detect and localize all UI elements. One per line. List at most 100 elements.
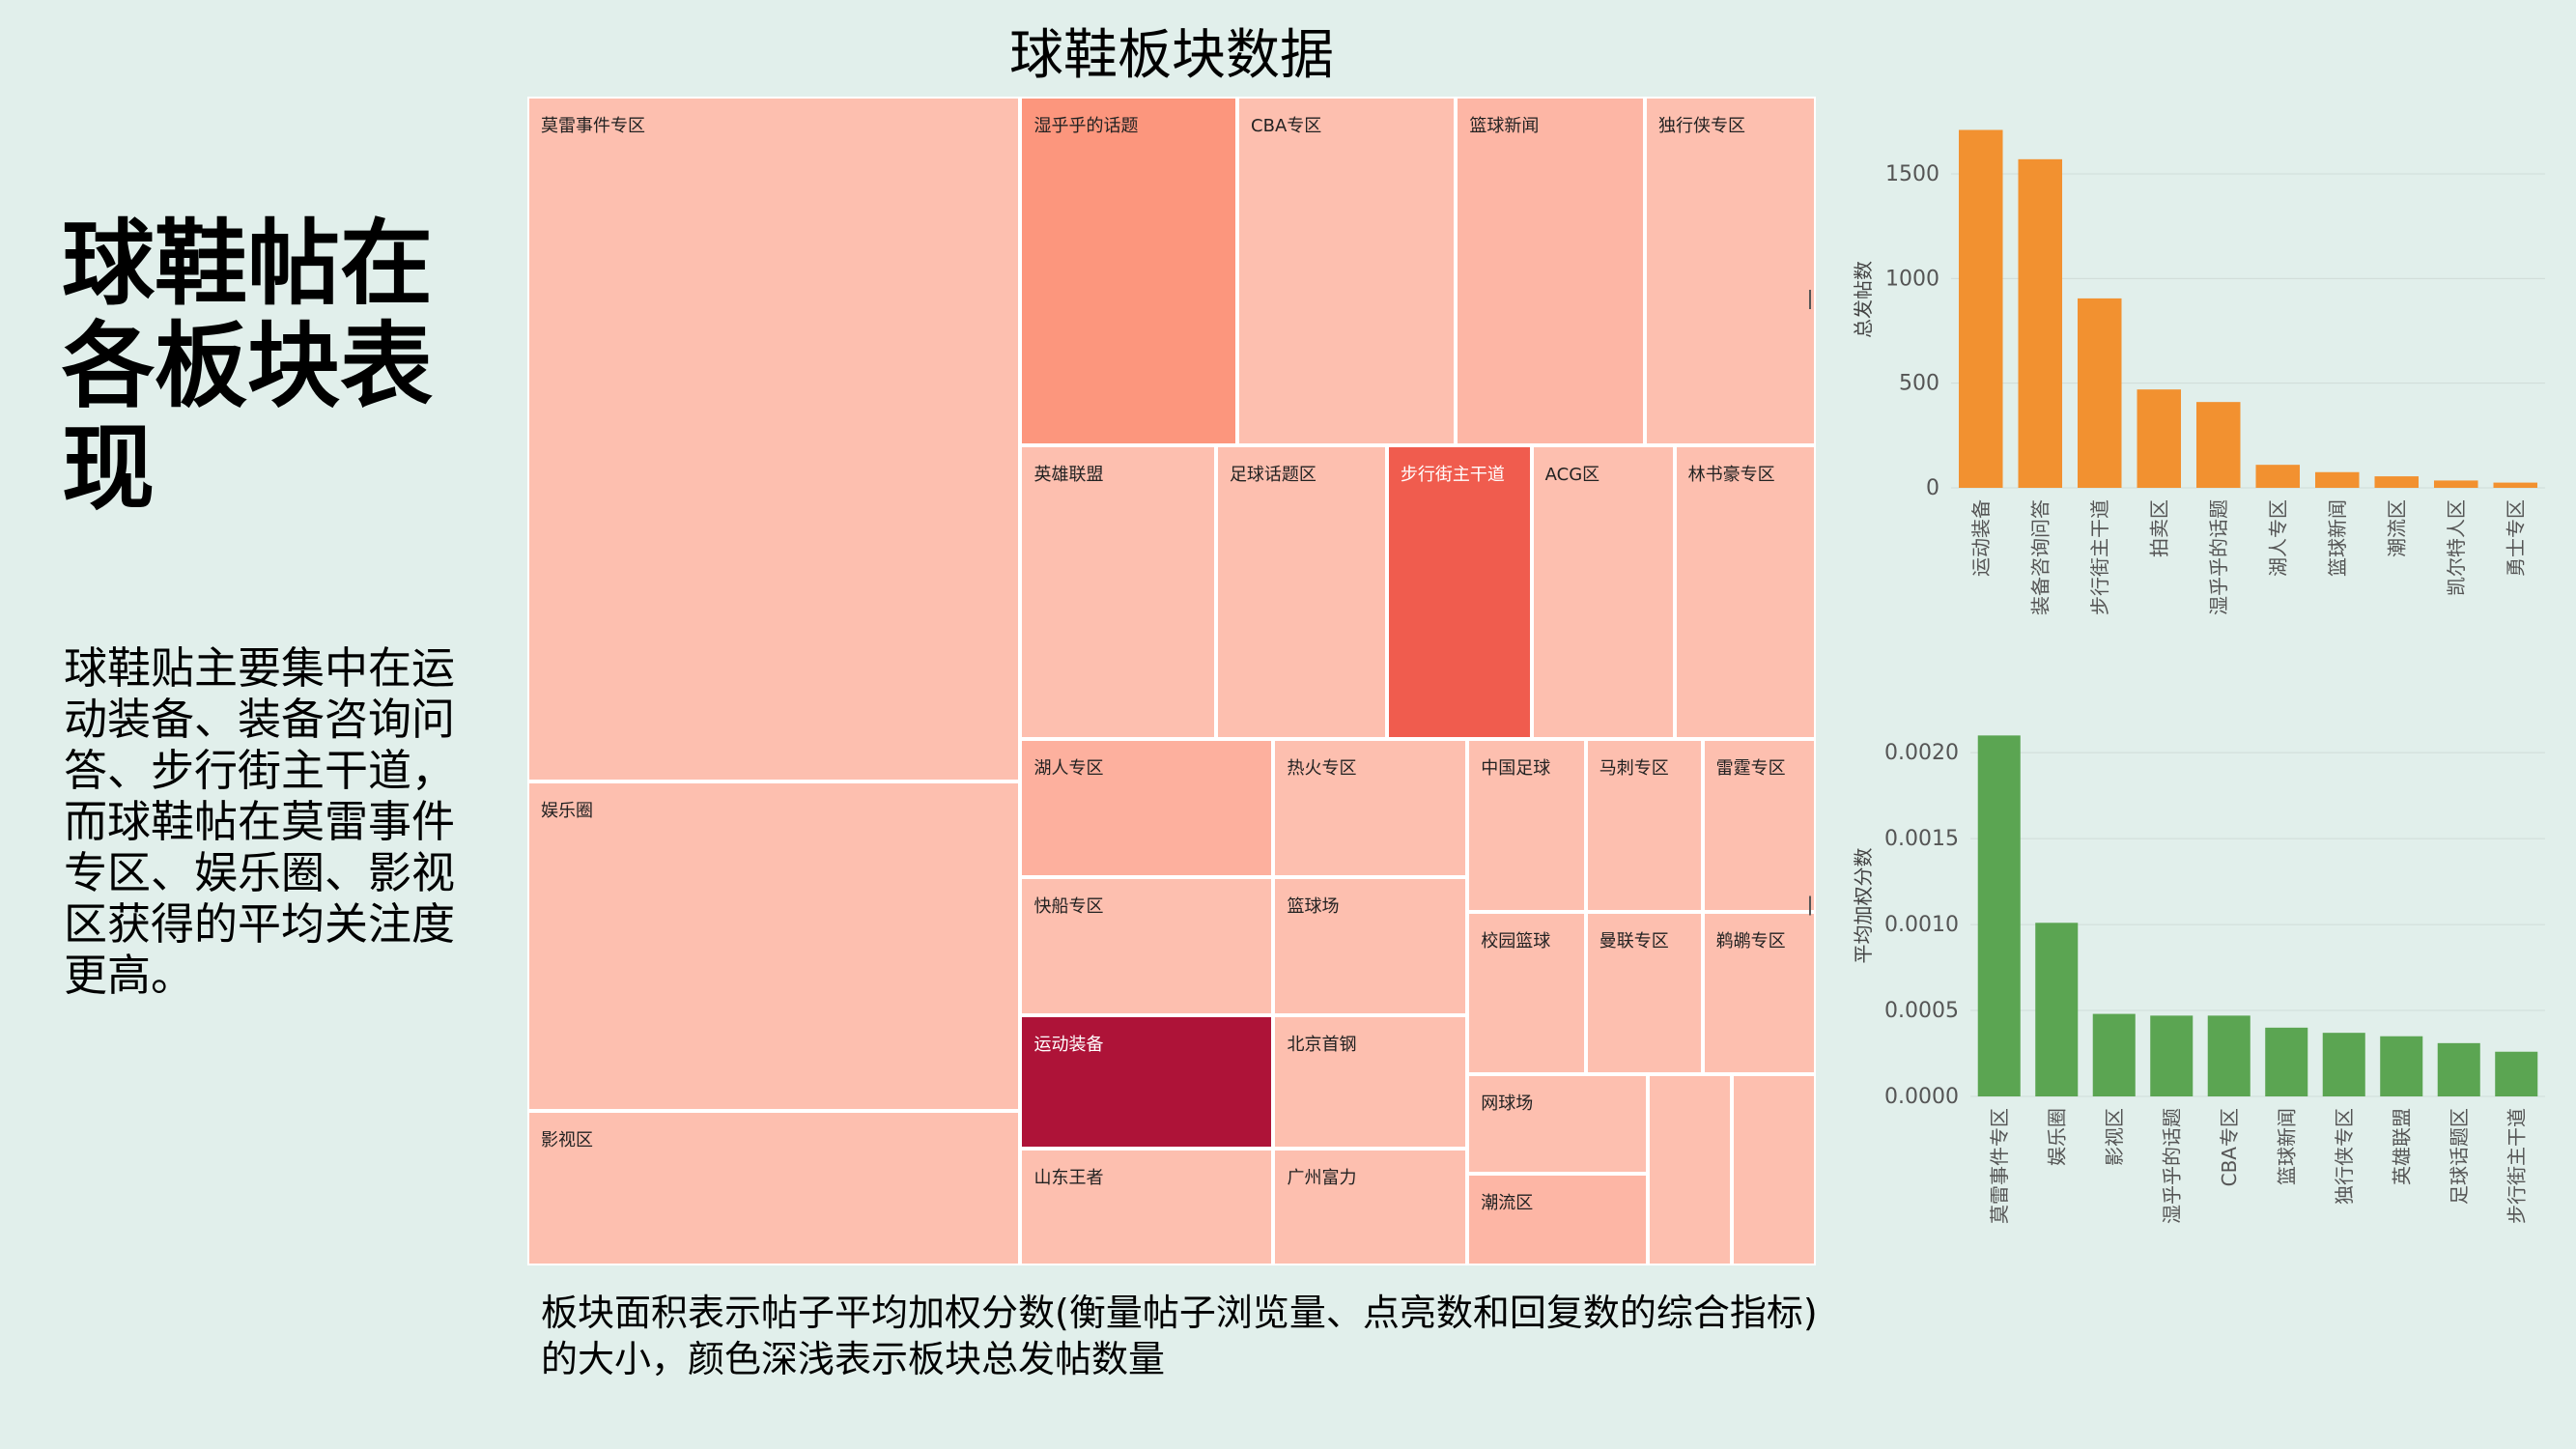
treemap-tile: 足球话题区	[1215, 445, 1387, 739]
treemap-tile-label: 足球话题区	[1229, 465, 1316, 486]
bar	[2035, 923, 2079, 1096]
bar	[2322, 1033, 2365, 1096]
treemap-tile-label: 运动装备	[1033, 1034, 1104, 1055]
y-tick-label: 0.0020	[1884, 741, 1959, 765]
y-axis-label: 平均加权分数	[1852, 848, 1875, 964]
treemap-tile: 运动装备	[1020, 1014, 1274, 1149]
treemap-tile: CBA专区	[1237, 97, 1457, 446]
x-category-label: 潮流区	[2385, 499, 2408, 557]
y-tick-label: 0	[1926, 476, 1939, 500]
treemap-tile-label: 马刺专区	[1599, 757, 1669, 779]
treemap-tile-label: 山东王者	[1033, 1168, 1104, 1188]
treemap-tile: 潮流区	[1467, 1173, 1649, 1265]
treemap-tile: 独行侠专区	[1645, 97, 1816, 446]
treemap-tile-label: 篮球新闻	[1469, 116, 1540, 136]
treemap-tile: 广州富力	[1273, 1149, 1468, 1265]
y-tick-label: 500	[1899, 372, 1939, 396]
x-category-label: 湖人专区	[2266, 499, 2289, 577]
y-tick-label: 1000	[1885, 267, 1939, 291]
x-category-label: 凯尔特人区	[2445, 499, 2468, 596]
treemap-tile-label: 林书豪专区	[1687, 465, 1775, 486]
treemap-tile: 英雄联盟	[1020, 445, 1216, 739]
x-category-label: 影视区	[2103, 1108, 2126, 1166]
treemap-tile: 校园篮球	[1467, 911, 1586, 1075]
y-tick-label: 0.0015	[1884, 827, 1959, 851]
treemap-title: 球鞋板块数据	[1009, 24, 1334, 87]
y-tick-label: 0.0005	[1884, 999, 1959, 1023]
treemap-tile-label: 步行街主干道	[1400, 465, 1505, 486]
treemap-tile: 湖人专区	[1020, 738, 1274, 877]
x-category-label: 运动装备	[1969, 499, 1993, 577]
y-tick-label: 1500	[1885, 162, 1939, 186]
x-category-label: 足球话题区	[2448, 1108, 2471, 1205]
treemap-tile-label: 曼联专区	[1599, 930, 1669, 952]
bar	[2265, 1027, 2308, 1096]
treemap-tile-label: 英雄联盟	[1033, 465, 1104, 486]
treemap-tile-label: 热火专区	[1287, 757, 1357, 779]
treemap-tile: 中国足球	[1467, 738, 1586, 912]
x-category-label: 湿乎乎的话题	[2207, 499, 2230, 615]
treemap-tile-label: 篮球场	[1287, 895, 1340, 917]
bar	[2137, 389, 2182, 488]
treemap-tile: 快船专区	[1020, 876, 1274, 1015]
treemap-tile: 林书豪专区	[1674, 445, 1816, 739]
treemap-tile: 网球场	[1467, 1074, 1649, 1174]
y-axis-label: 总发帖数	[1852, 261, 1875, 338]
summary-text: 球鞋贴主要集中在运动装备、装备咨询问答、步行街主干道，而球鞋帖在莫雷事件专区、娱…	[64, 642, 456, 1001]
treemap-tile: 篮球场	[1273, 876, 1468, 1015]
x-category-label: 娱乐圈	[2045, 1108, 2068, 1166]
treemap-tile-label: 北京首钢	[1287, 1034, 1357, 1055]
x-category-label: 莫雷事件专区	[1988, 1108, 2011, 1224]
bar	[2018, 158, 2063, 488]
treemap-tile-label: 潮流区	[1481, 1192, 1534, 1213]
treemap-tile: ACG区	[1531, 445, 1675, 739]
treemap-tile: 曼联专区	[1585, 911, 1703, 1075]
bar	[2314, 471, 2360, 488]
treemap-tile-label: 湿乎乎的话题	[1033, 116, 1139, 136]
x-category-label: 步行街主干道	[2505, 1108, 2528, 1224]
bar	[2195, 402, 2241, 488]
treemap-tile-label: 莫雷事件专区	[541, 116, 645, 136]
bar	[2207, 1015, 2250, 1096]
x-category-label: 独行侠专区	[2333, 1108, 2356, 1205]
treemap-tile-label: 娱乐圈	[541, 800, 593, 821]
bar	[1977, 735, 2021, 1096]
treemap-tile-label: 网球场	[1481, 1094, 1534, 1115]
x-category-label: 步行街主干道	[2088, 499, 2111, 615]
treemap-tile	[1648, 1074, 1733, 1265]
treemap-tile: 马刺专区	[1585, 738, 1703, 912]
y-tick-label: 0.0000	[1884, 1085, 1959, 1109]
treemap-tile-label: ACG区	[1544, 465, 1600, 486]
treemap-tile-label: 独行侠专区	[1658, 116, 1746, 136]
treemap-tile: 鹈鹕专区	[1702, 911, 1816, 1075]
x-category-label: 拍卖区	[2147, 499, 2170, 557]
treemap-tile: 步行街主干道	[1386, 445, 1532, 739]
treemap-tile: 北京首钢	[1273, 1014, 1468, 1149]
treemap-tile: 娱乐圈	[527, 781, 1021, 1111]
x-category-label: CBA专区	[2218, 1108, 2241, 1186]
treemap-tile-label: 中国足球	[1481, 757, 1551, 779]
main-heading: 球鞋帖在 各板块表现	[62, 210, 433, 523]
x-category-label: 篮球新闻	[2275, 1108, 2298, 1185]
treemap-tile-label: 影视区	[541, 1129, 593, 1151]
x-category-label: 装备咨询问答	[2028, 499, 2052, 615]
bar	[2495, 1051, 2538, 1096]
treemap-tile-label: 广州富力	[1287, 1168, 1357, 1188]
bar	[2374, 476, 2420, 488]
treemap-tile-label: 快船专区	[1033, 895, 1104, 917]
bar	[2437, 1042, 2480, 1096]
bar	[2380, 1036, 2423, 1096]
treemap-tile: 莫雷事件专区	[527, 97, 1021, 781]
treemap-tile: 雷霆专区	[1702, 738, 1816, 912]
treemap: 莫雷事件专区 娱乐圈影视区 湿乎乎的话题 CBA专区 篮球新闻 独行侠专区英雄联盟 足球话题…	[527, 97, 1816, 1265]
treemap-tile: 湿乎乎的话题	[1020, 97, 1238, 446]
treemap-tile: 篮球新闻	[1456, 97, 1646, 446]
bar	[2255, 465, 2301, 488]
y-tick-label: 0.0010	[1884, 913, 1959, 937]
treemap-tile: 热火专区	[1273, 738, 1468, 877]
x-category-label: 勇士专区	[2504, 499, 2527, 577]
x-category-label: 英雄联盟	[2390, 1108, 2413, 1185]
treemap-tile-label: 湖人专区	[1033, 757, 1104, 779]
bar	[2092, 1013, 2136, 1096]
